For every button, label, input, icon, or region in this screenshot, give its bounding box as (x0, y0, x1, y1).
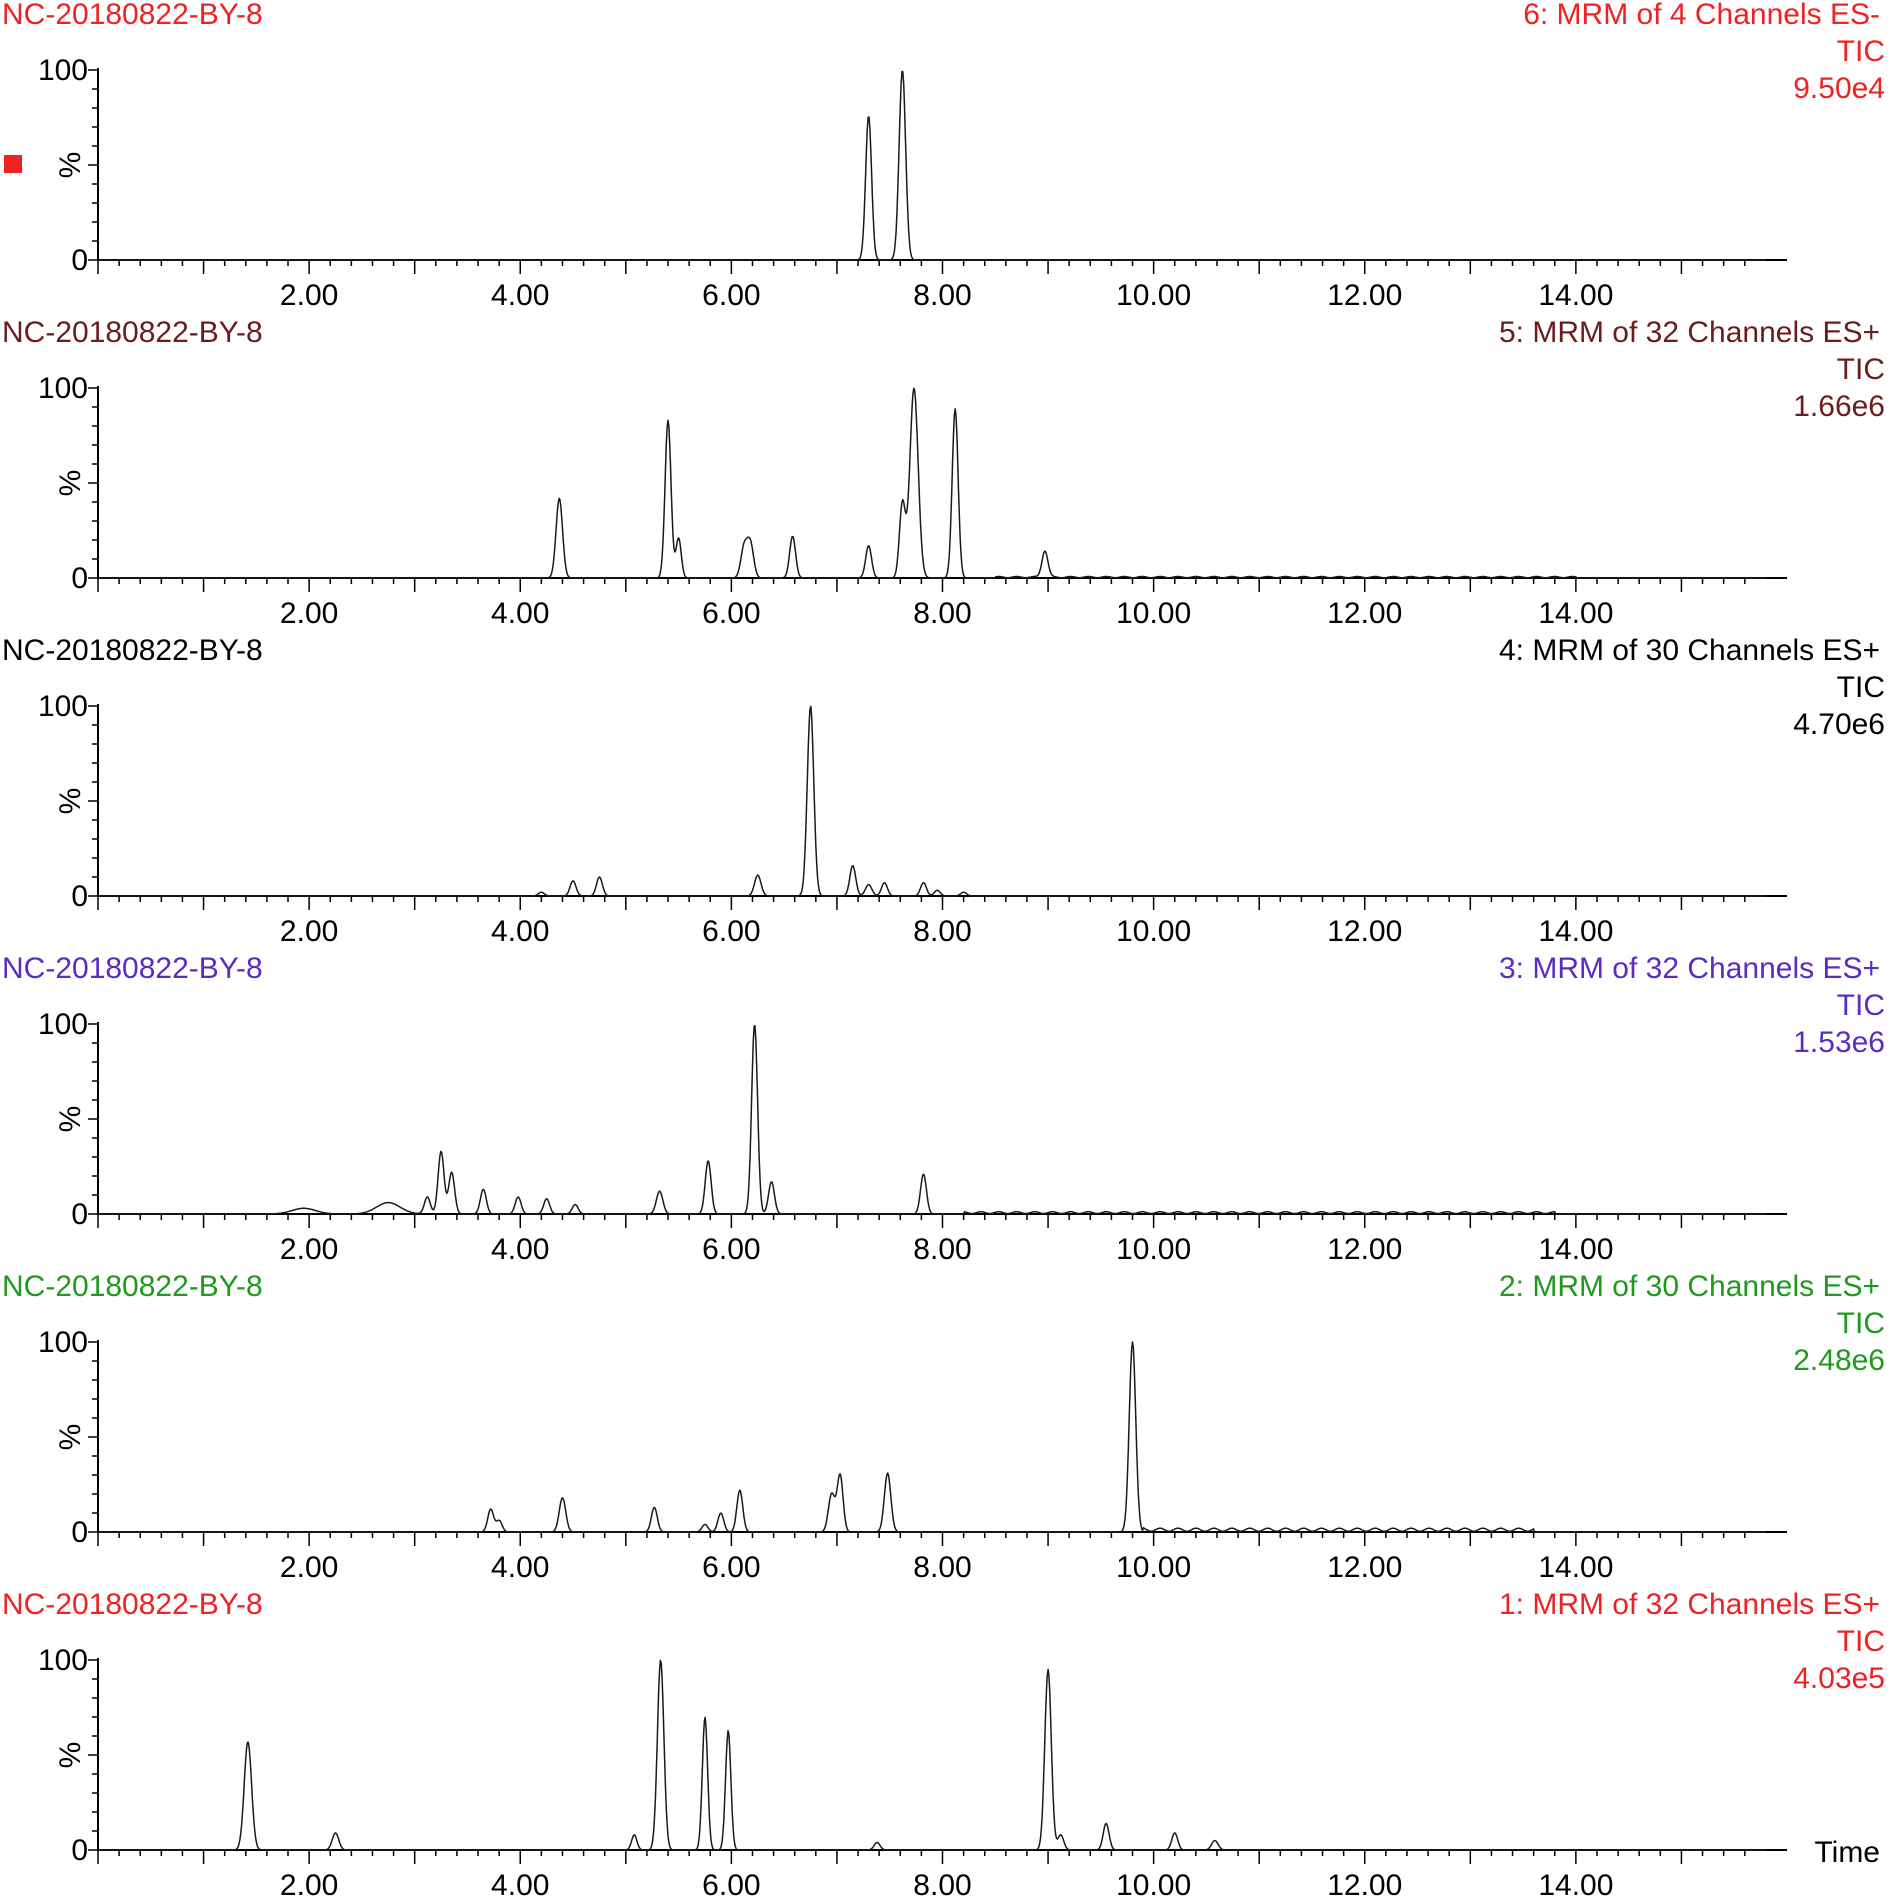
chromatogram-panel-6: NC-20180822-BY-8 6: MRM of 4 Channels ES-… (2, 0, 1885, 312)
tic-label: TIC (1837, 671, 1885, 704)
x-tick-label: 10.00 (1116, 1233, 1191, 1266)
x-tick-label: 2.00 (280, 1869, 338, 1897)
x-tick-label: 12.00 (1327, 1233, 1402, 1266)
tic-trace (98, 1025, 1766, 1215)
y-tick-0: 0 (71, 1516, 88, 1549)
x-tick-label: 12.00 (1327, 1551, 1402, 1584)
intensity-label: 1.66e6 (1793, 390, 1885, 423)
x-tick-label: 8.00 (913, 1869, 971, 1897)
channel-label: 5: MRM of 32 Channels ES+ (1499, 316, 1880, 349)
x-tick-label: 2.00 (280, 915, 338, 948)
sample-name: NC-20180822-BY-8 (2, 1270, 263, 1303)
sample-name: NC-20180822-BY-8 (2, 0, 263, 31)
y-tick-100: 100 (38, 1644, 88, 1677)
active-trace-marker (4, 155, 22, 173)
channel-label: 3: MRM of 32 Channels ES+ (1499, 952, 1880, 985)
x-tick-label: 4.00 (491, 915, 549, 948)
x-tick-label: 6.00 (702, 279, 760, 312)
intensity-label: 4.03e5 (1793, 1662, 1885, 1695)
intensity-label: 1.53e6 (1793, 1026, 1885, 1059)
x-tick-label: 10.00 (1116, 1869, 1191, 1897)
sample-name: NC-20180822-BY-8 (2, 1588, 263, 1621)
y-tick-0: 0 (71, 880, 88, 913)
x-tick-label: 8.00 (913, 279, 971, 312)
x-tick-label: 6.00 (702, 597, 760, 630)
channel-label: 2: MRM of 30 Channels ES+ (1499, 1270, 1880, 1303)
sample-name: NC-20180822-BY-8 (2, 634, 263, 667)
y-tick-100: 100 (38, 1326, 88, 1359)
y-axis-percent: % (54, 152, 87, 179)
x-tick-label: 8.00 (913, 1551, 971, 1584)
x-tick-label: 4.00 (491, 1869, 549, 1897)
x-tick-label: 6.00 (702, 1869, 760, 1897)
y-tick-100: 100 (38, 54, 88, 87)
x-tick-label: 12.00 (1327, 597, 1402, 630)
x-tick-label: 2.00 (280, 1551, 338, 1584)
x-tick-label: 10.00 (1116, 597, 1191, 630)
x-tick-label: 14.00 (1538, 1869, 1613, 1897)
y-axis-percent: % (54, 470, 87, 497)
tic-label: TIC (1837, 989, 1885, 1022)
x-tick-label: 8.00 (913, 1233, 971, 1266)
tic-trace (98, 705, 1766, 897)
channel-label: 6: MRM of 4 Channels ES- (1523, 0, 1880, 31)
y-tick-0: 0 (71, 1198, 88, 1231)
y-tick-0: 0 (71, 562, 88, 595)
y-tick-100: 100 (38, 690, 88, 723)
x-tick-label: 14.00 (1538, 1233, 1613, 1266)
chromatogram-panel-5: NC-20180822-BY-8 5: MRM of 32 Channels ES… (2, 316, 1885, 630)
x-tick-label: 2.00 (280, 1233, 338, 1266)
x-tick-label: 8.00 (913, 915, 971, 948)
x-tick-label: 12.00 (1327, 915, 1402, 948)
x-tick-label: 14.00 (1538, 915, 1613, 948)
channel-label: 4: MRM of 30 Channels ES+ (1499, 634, 1880, 667)
x-tick-label: 2.00 (280, 597, 338, 630)
tic-label: TIC (1837, 35, 1885, 68)
x-tick-label: 14.00 (1538, 279, 1613, 312)
x-tick-label: 10.00 (1116, 279, 1191, 312)
x-tick-label: 2.00 (280, 279, 338, 312)
tic-trace (98, 1341, 1766, 1533)
x-tick-label: 4.00 (491, 1233, 549, 1266)
x-tick-label: 12.00 (1327, 279, 1402, 312)
tic-label: TIC (1837, 1307, 1885, 1340)
sample-name: NC-20180822-BY-8 (2, 952, 263, 985)
tic-trace (98, 1659, 1766, 1851)
y-axis-percent: % (54, 1742, 87, 1769)
y-tick-0: 0 (71, 1834, 88, 1867)
y-axis-percent: % (54, 1424, 87, 1451)
x-tick-label: 6.00 (702, 1233, 760, 1266)
y-axis-percent: % (54, 788, 87, 815)
y-tick-100: 100 (38, 1008, 88, 1041)
sample-name: NC-20180822-BY-8 (2, 316, 263, 349)
x-tick-label: 10.00 (1116, 915, 1191, 948)
x-tick-label: 10.00 (1116, 1551, 1191, 1584)
tic-trace (98, 387, 1766, 579)
tic-label: TIC (1837, 353, 1885, 386)
chromatogram-panel-3: NC-20180822-BY-8 3: MRM of 32 Channels ES… (2, 952, 1885, 1266)
x-tick-label: 14.00 (1538, 597, 1613, 630)
chromatogram-panel-2: NC-20180822-BY-8 2: MRM of 30 Channels ES… (2, 1270, 1885, 1584)
x-axis-label: Time (1814, 1836, 1880, 1869)
x-tick-label: 12.00 (1327, 1869, 1402, 1897)
y-tick-0: 0 (71, 244, 88, 277)
x-tick-label: 4.00 (491, 1551, 549, 1584)
x-tick-label: 6.00 (702, 915, 760, 948)
channel-label: 1: MRM of 32 Channels ES+ (1499, 1588, 1880, 1621)
intensity-label: 4.70e6 (1793, 708, 1885, 741)
chromatogram-panel-4: NC-20180822-BY-8 4: MRM of 30 Channels ES… (2, 634, 1885, 948)
tic-label: TIC (1837, 1625, 1885, 1658)
tic-trace (98, 70, 1766, 261)
x-tick-label: 6.00 (702, 1551, 760, 1584)
x-tick-label: 14.00 (1538, 1551, 1613, 1584)
intensity-label: 9.50e4 (1793, 72, 1885, 105)
intensity-label: 2.48e6 (1793, 1344, 1885, 1377)
x-tick-label: 8.00 (913, 597, 971, 630)
chromatogram-panel-1: NC-20180822-BY-8 1: MRM of 32 Channels ES… (2, 1588, 1885, 1897)
x-tick-label: 4.00 (491, 279, 549, 312)
y-tick-100: 100 (38, 372, 88, 405)
y-axis-percent: % (54, 1106, 87, 1133)
x-tick-label: 4.00 (491, 597, 549, 630)
